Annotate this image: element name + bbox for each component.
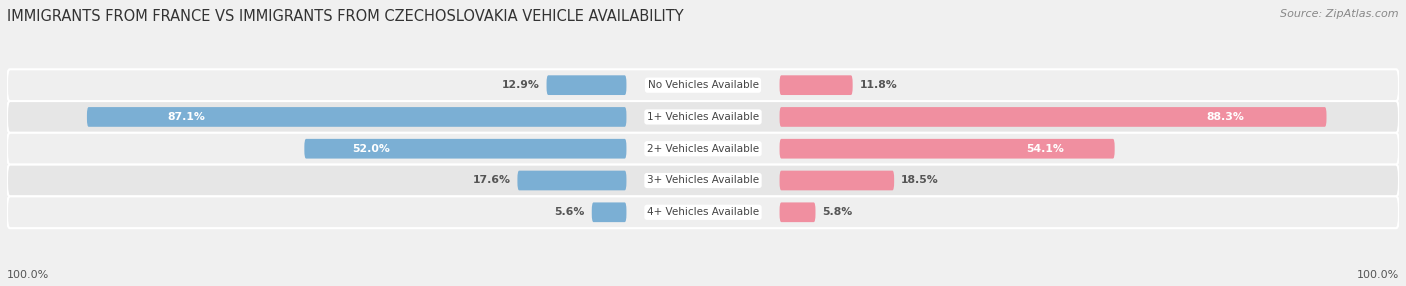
FancyBboxPatch shape: [7, 69, 1399, 101]
Text: 5.8%: 5.8%: [823, 207, 852, 217]
Text: 52.0%: 52.0%: [353, 144, 391, 154]
Text: 3+ Vehicles Available: 3+ Vehicles Available: [647, 176, 759, 186]
Text: Source: ZipAtlas.com: Source: ZipAtlas.com: [1281, 9, 1399, 19]
Text: 88.3%: 88.3%: [1206, 112, 1244, 122]
FancyBboxPatch shape: [779, 202, 815, 222]
FancyBboxPatch shape: [7, 133, 1399, 165]
Text: 87.1%: 87.1%: [167, 112, 205, 122]
FancyBboxPatch shape: [7, 101, 1399, 133]
Text: 11.8%: 11.8%: [859, 80, 897, 90]
FancyBboxPatch shape: [779, 139, 1115, 158]
FancyBboxPatch shape: [7, 196, 1399, 228]
FancyBboxPatch shape: [779, 107, 1326, 127]
Text: IMMIGRANTS FROM FRANCE VS IMMIGRANTS FROM CZECHOSLOVAKIA VEHICLE AVAILABILITY: IMMIGRANTS FROM FRANCE VS IMMIGRANTS FRO…: [7, 9, 683, 23]
FancyBboxPatch shape: [7, 165, 1399, 196]
Text: 4+ Vehicles Available: 4+ Vehicles Available: [647, 207, 759, 217]
FancyBboxPatch shape: [592, 202, 627, 222]
FancyBboxPatch shape: [779, 75, 852, 95]
Text: 18.5%: 18.5%: [901, 176, 939, 186]
Text: 100.0%: 100.0%: [1357, 270, 1399, 280]
Text: 12.9%: 12.9%: [502, 80, 540, 90]
Text: 5.6%: 5.6%: [554, 207, 585, 217]
Text: 1+ Vehicles Available: 1+ Vehicles Available: [647, 112, 759, 122]
FancyBboxPatch shape: [547, 75, 627, 95]
Text: 54.1%: 54.1%: [1026, 144, 1064, 154]
FancyBboxPatch shape: [517, 171, 627, 190]
Text: No Vehicles Available: No Vehicles Available: [648, 80, 758, 90]
Text: 100.0%: 100.0%: [7, 270, 49, 280]
FancyBboxPatch shape: [87, 107, 627, 127]
Text: 2+ Vehicles Available: 2+ Vehicles Available: [647, 144, 759, 154]
FancyBboxPatch shape: [779, 171, 894, 190]
Text: 17.6%: 17.6%: [472, 176, 510, 186]
FancyBboxPatch shape: [304, 139, 627, 158]
